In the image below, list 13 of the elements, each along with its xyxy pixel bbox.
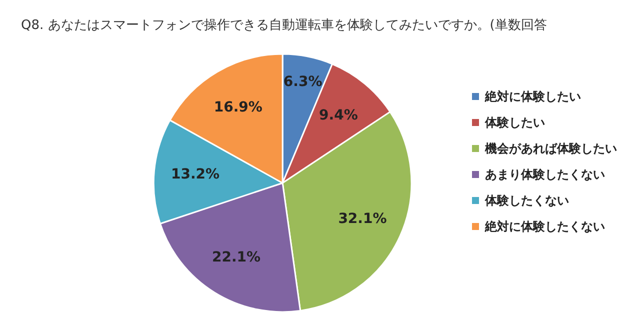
legend-label: 絶対に体験したい: [484, 90, 581, 104]
legend-label: 体験したい: [484, 116, 545, 130]
data-label: 22.1%: [212, 249, 261, 266]
data-label: 13.2%: [170, 166, 220, 183]
legend-label: 絶対に体験したくない: [484, 220, 605, 234]
data-label: 9.4%: [319, 107, 358, 124]
chart-title: Q8. あなたはスマートフォンで操作できる自動運転車を体験してみたいですか。(単数回答: [21, 18, 547, 33]
data-label: 6.3%: [283, 74, 322, 90]
data-label: 32.1%: [338, 211, 387, 228]
legend-label: あまり体験したくない: [485, 168, 605, 182]
data-label: 16.9%: [214, 99, 262, 116]
legend-label: 体験したくない: [484, 194, 569, 208]
legend-label: 機会があれば体験したい: [484, 142, 617, 156]
